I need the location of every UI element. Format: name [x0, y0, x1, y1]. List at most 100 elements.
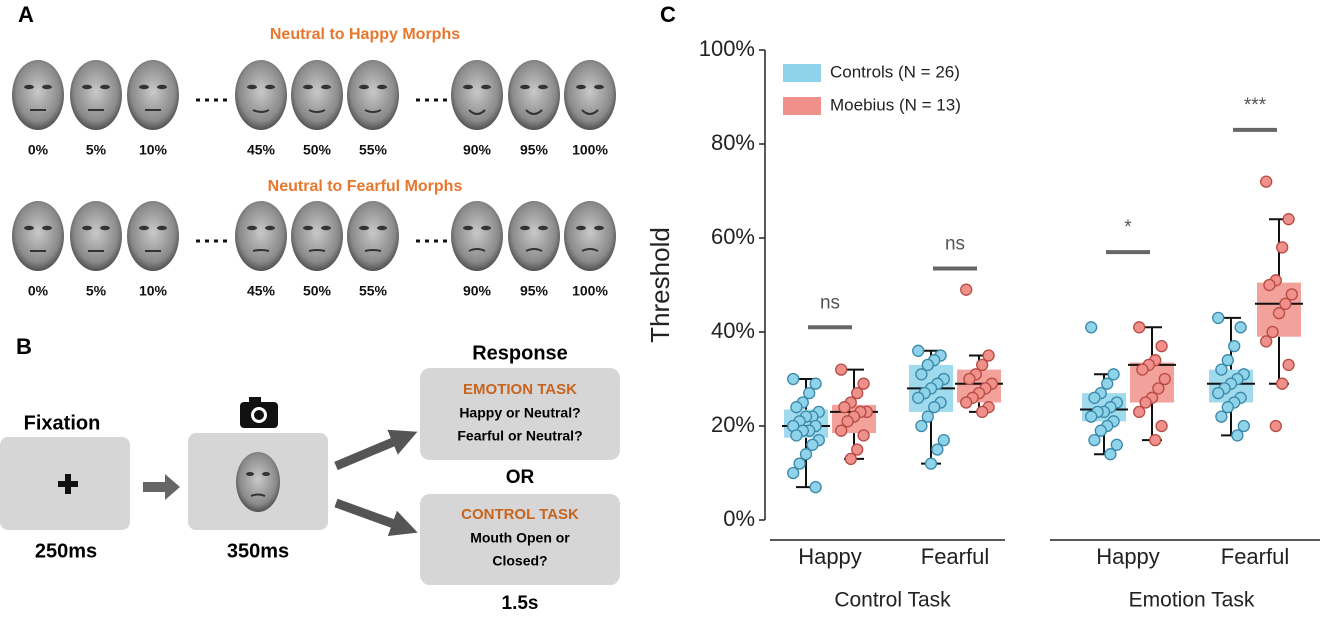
- significance-label: ns: [820, 292, 840, 313]
- data-point: [836, 425, 847, 436]
- eye: [82, 85, 92, 89]
- eye: [139, 226, 149, 230]
- chart: 0%20%40%60%80%100%Controls (N = 26)Moebi…: [699, 36, 1320, 612]
- eye: [359, 85, 369, 89]
- stimulus-face: [236, 452, 280, 512]
- data-point: [1089, 392, 1100, 403]
- data-point: [1264, 280, 1275, 291]
- data-point: [1105, 449, 1116, 460]
- face-image: [127, 60, 179, 130]
- eye: [538, 226, 548, 230]
- face: [451, 201, 503, 271]
- eye: [24, 85, 34, 89]
- eye: [321, 85, 331, 89]
- response-duration: 1.5s: [502, 593, 539, 614]
- arrow: [143, 474, 180, 500]
- y-tick-label: 60%: [711, 224, 755, 249]
- data-point: [1156, 421, 1167, 432]
- morph-label: 45%: [247, 283, 276, 299]
- legend-label: Moebius (N = 13): [830, 95, 961, 114]
- group-label: Emotion Task: [1129, 589, 1255, 612]
- data-point: [836, 364, 847, 375]
- eye: [576, 226, 586, 230]
- face-image: [291, 201, 343, 271]
- data-point: [1213, 312, 1224, 323]
- eye: [100, 85, 110, 89]
- data-point: [788, 468, 799, 479]
- eye: [247, 85, 257, 89]
- group-label: Control Task: [834, 589, 951, 612]
- y-tick-label: 100%: [699, 36, 755, 61]
- emotion-task-title: EMOTION TASK: [463, 381, 577, 398]
- eye: [157, 226, 167, 230]
- data-point: [1134, 406, 1145, 417]
- panel-label: B: [16, 334, 32, 359]
- eye: [463, 85, 473, 89]
- data-point: [839, 402, 850, 413]
- x-tick-label: Happy: [798, 544, 862, 569]
- data-point: [916, 369, 927, 380]
- arrow: [336, 503, 405, 528]
- morph-label: 95%: [520, 283, 549, 299]
- data-point: [961, 397, 972, 408]
- task-line: Closed?: [492, 553, 547, 569]
- data-point: [1086, 411, 1097, 422]
- face: [127, 60, 179, 130]
- task-line: Happy or Neutral?: [459, 405, 580, 421]
- eye: [157, 85, 167, 89]
- face: [564, 201, 616, 271]
- eye: [481, 226, 491, 230]
- data-point: [810, 482, 821, 493]
- data-point: [1156, 341, 1167, 352]
- face: [127, 201, 179, 271]
- morph-label: 5%: [86, 283, 107, 299]
- data-point: [1229, 341, 1240, 352]
- face-image: [347, 60, 399, 130]
- row-title: Neutral to Happy Morphs: [270, 26, 460, 43]
- face: [70, 201, 122, 271]
- face: [451, 60, 503, 130]
- mouth: [365, 250, 381, 251]
- morph-label: 55%: [359, 283, 388, 299]
- data-point: [1277, 242, 1288, 253]
- eye: [377, 85, 387, 89]
- data-point: [788, 374, 799, 385]
- data-point: [1213, 388, 1224, 399]
- data-point: [1270, 421, 1281, 432]
- data-point: [1216, 411, 1227, 422]
- data-point: [1137, 364, 1148, 375]
- data-point: [964, 374, 975, 385]
- face: [12, 201, 64, 271]
- arrow: [336, 437, 405, 466]
- task-line: Fearful or Neutral?: [457, 428, 582, 444]
- camera-icon: [240, 397, 278, 428]
- data-point: [1274, 308, 1285, 319]
- significance-label: *: [1124, 217, 1132, 238]
- eye: [42, 85, 52, 89]
- stimulus-duration: 350ms: [227, 540, 289, 562]
- morph-label: 0%: [28, 142, 49, 158]
- data-point: [1089, 435, 1100, 446]
- data-point: [791, 402, 802, 413]
- face: [347, 60, 399, 130]
- panel-label: C: [660, 2, 676, 27]
- face-image: [564, 201, 616, 271]
- mouth: [309, 250, 325, 251]
- eye: [24, 226, 34, 230]
- eye: [538, 85, 548, 89]
- control-task-title: CONTROL TASK: [461, 506, 579, 523]
- legend-label: Controls (N = 26): [830, 62, 960, 81]
- eye: [481, 85, 491, 89]
- morph-label: 0%: [28, 283, 49, 299]
- data-point: [845, 453, 856, 464]
- morph-label: 100%: [572, 142, 608, 158]
- data-point: [1086, 322, 1097, 333]
- face: [508, 201, 560, 271]
- data-point: [961, 284, 972, 295]
- eye: [100, 226, 110, 230]
- eye: [576, 85, 586, 89]
- significance-label: ns: [945, 234, 965, 255]
- data-point: [1232, 430, 1243, 441]
- face: [235, 60, 287, 130]
- data-point: [1277, 378, 1288, 389]
